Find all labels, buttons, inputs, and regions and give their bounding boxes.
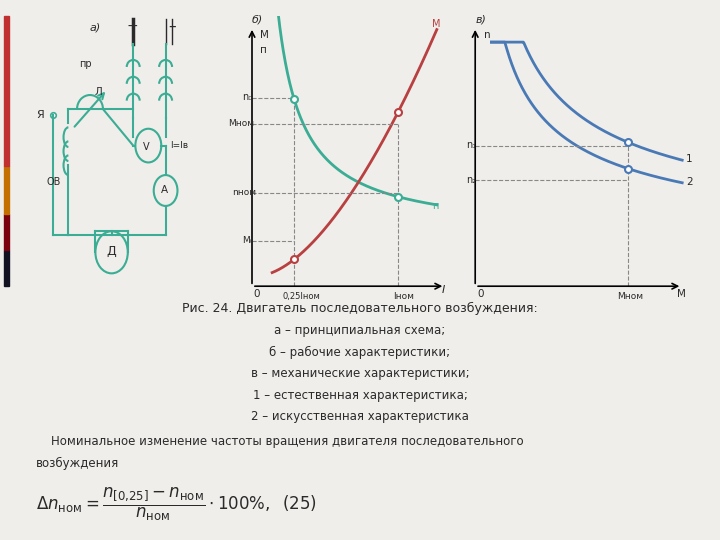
Text: п: п (432, 201, 438, 211)
Text: М: М (677, 289, 685, 299)
Text: 1 – естественная характеристика;: 1 – естественная характеристика; (253, 389, 467, 402)
Text: Д: Д (107, 245, 116, 258)
Text: $\Delta n_{\mathsf{ном}} = \dfrac{n_{[0{,}25]} - n_{\mathsf{ном}}}{n_{\mathsf{но: $\Delta n_{\mathsf{ном}} = \dfrac{n_{[0{… (36, 486, 317, 523)
Text: пр: пр (79, 59, 92, 69)
Text: 0,25Iном: 0,25Iном (282, 292, 320, 301)
Text: Мном: Мном (618, 292, 644, 301)
Text: в – механические характеристики;: в – механические характеристики; (251, 367, 469, 380)
Text: а): а) (90, 23, 102, 32)
Text: п: п (261, 45, 267, 55)
Text: Номинальное изменение частоты вращения двигателя последовательного: Номинальное изменение частоты вращения д… (36, 435, 523, 448)
Text: Мном: Мном (228, 119, 255, 129)
Text: Я: Я (36, 110, 44, 119)
Text: б – рабочие характеристики;: б – рабочие характеристики; (269, 346, 451, 359)
Text: n₁: n₁ (467, 140, 477, 150)
Text: n: n (485, 30, 491, 40)
Text: М: М (432, 19, 440, 29)
Text: б): б) (252, 15, 264, 25)
Text: М: М (261, 30, 269, 40)
Text: V: V (143, 142, 150, 152)
Text: –: – (168, 18, 176, 33)
Text: а – принципиальная схема;: а – принципиальная схема; (274, 324, 446, 337)
Text: I=Iв: I=Iв (170, 141, 188, 151)
Text: А: А (161, 185, 168, 195)
Text: I: I (442, 285, 445, 295)
Text: 1: 1 (685, 154, 693, 164)
Text: возбуждения: возбуждения (36, 457, 120, 470)
Text: Iном: Iном (393, 292, 414, 301)
Text: n₀: n₀ (242, 92, 252, 103)
Text: 2 – искусственная характеристика: 2 – искусственная характеристика (251, 410, 469, 423)
Text: +: + (127, 19, 138, 33)
Text: 0: 0 (253, 289, 260, 299)
Text: n₂: n₂ (467, 174, 477, 185)
Text: M₀: M₀ (242, 236, 253, 245)
Text: Л: Л (94, 87, 102, 97)
Text: 0: 0 (477, 289, 484, 299)
Text: в): в) (475, 15, 486, 25)
Text: nном: nном (232, 188, 256, 198)
Text: Рис. 24. Двигатель последовательного возбуждения:: Рис. 24. Двигатель последовательного воз… (182, 302, 538, 315)
Text: ОВ: ОВ (47, 177, 61, 187)
Text: 2: 2 (685, 177, 693, 187)
